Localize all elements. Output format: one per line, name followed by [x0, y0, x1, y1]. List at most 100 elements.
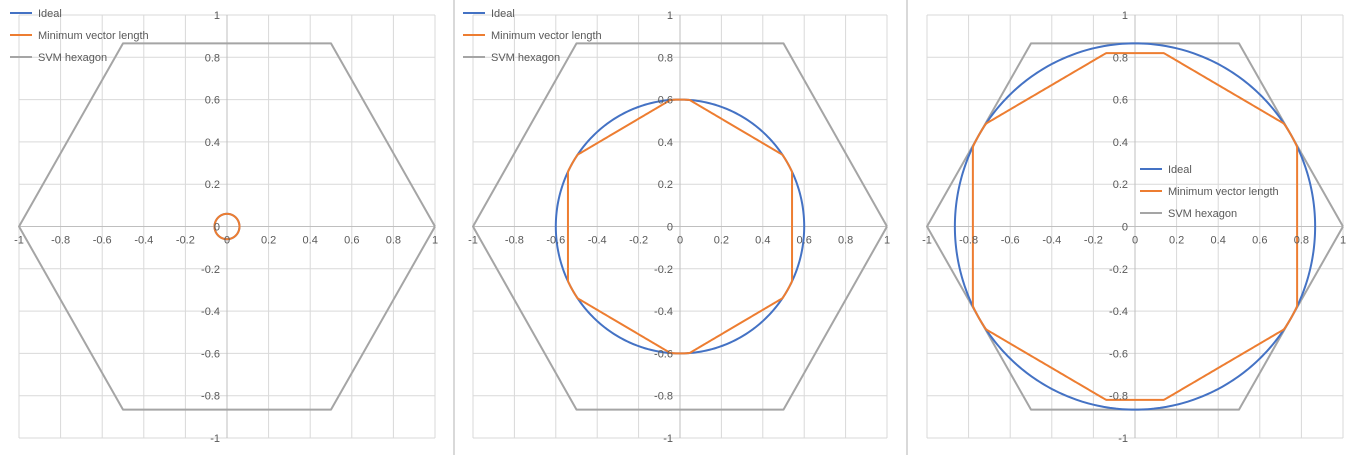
chart-panel-3: -1 -0.8 -0.6 -0.4 -0.2 0 0.2 0.4 0.6 0.8 1 1 0.8 0.6 0… [908, 0, 1359, 455]
y-tick-label: 0.4 [658, 137, 673, 149]
x-tick-label: 0 [224, 235, 230, 247]
x-tick-label: 0 [1132, 235, 1138, 247]
legend: Ideal Minimum vector length SVM hexagon [1140, 164, 1279, 220]
y-tick-label: -0.6 [654, 348, 673, 360]
x-tick-label: 1 [884, 235, 890, 247]
x-tick-label: 1 [432, 235, 438, 247]
x-tick-label: 0.6 [1252, 235, 1267, 247]
y-tick-label: -0.6 [201, 348, 220, 360]
minimum-vector-length-series-line [971, 52, 1299, 401]
minimum-vector-length-series-line [566, 98, 794, 355]
legend-label: Ideal [491, 8, 515, 20]
x-tick-label: -0.8 [505, 235, 524, 247]
x-tick-label: 0.6 [344, 235, 359, 247]
y-tick-label: 0 [1122, 222, 1128, 234]
y-tick-label: -0.2 [1109, 264, 1128, 276]
svm-hexagon-series-line [926, 42, 1344, 411]
legend-label: Minimum vector length [1168, 186, 1279, 198]
svm-hexagon-series-line [18, 42, 436, 411]
x-tick-label: 0.4 [303, 235, 318, 247]
legend: Ideal Minimum vector length SVM hexagon [463, 8, 602, 64]
y-tick-label: 1 [1122, 10, 1128, 22]
legend-ideal: Ideal [1140, 164, 1192, 176]
x-tick-label: -0.4 [1042, 235, 1061, 247]
y-tick-label: -1 [210, 433, 220, 445]
x-tick-label: 0 [677, 235, 683, 247]
x-tick-label: 0.6 [797, 235, 812, 247]
x-tick-label: -0.2 [176, 235, 195, 247]
y-tick-label: 0.8 [1113, 52, 1128, 64]
y-tick-label: 0 [667, 222, 673, 234]
legend-minimum-vector-length: Minimum vector length [10, 30, 149, 42]
x-tick-label: -0.8 [51, 235, 70, 247]
y-tick-label: 0.4 [205, 137, 220, 149]
x-tick-label: 0.4 [755, 235, 770, 247]
y-tick-label: 0.6 [205, 95, 220, 107]
tick-labels: -1 -0.8 -0.6 -0.4 -0.2 0 0.2 0.4 0.6 0.8 1 1 0.8 0.6 0… [14, 10, 438, 445]
legend-svm-hexagon: SVM hexagon [10, 52, 107, 64]
legend-ideal: Ideal [10, 8, 62, 20]
y-tick-label: -0.2 [654, 264, 673, 276]
x-tick-label: 0.8 [1294, 235, 1309, 247]
y-tick-label: -0.4 [654, 306, 673, 318]
legend-svm-hexagon: SVM hexagon [1140, 208, 1237, 220]
minimum-vector-length-series-line [213, 212, 241, 241]
y-tick-label: 0.2 [205, 179, 220, 191]
chart-2: -1 -0.8 -0.6 -0.4 -0.2 0 0.2 0.4 0.6 0.8 1 1 0.8 0.6 0… [463, 8, 890, 445]
y-tick-label: 0 [214, 222, 220, 234]
x-tick-label: -1 [922, 235, 932, 247]
y-tick-label: -0.8 [201, 391, 220, 403]
x-tick-label: -0.4 [134, 235, 153, 247]
y-tick-label: 0.8 [658, 52, 673, 64]
panel-divider [906, 0, 908, 455]
y-tick-label: -1 [663, 433, 673, 445]
x-tick-label: -0.6 [1001, 235, 1020, 247]
chart-1: -1 -0.8 -0.6 -0.4 -0.2 0 0.2 0.4 0.6 0.8 1 1 0.8 0.6 0… [10, 8, 438, 445]
x-tick-label: -1 [468, 235, 478, 247]
legend-minimum-vector-length: Minimum vector length [463, 30, 602, 42]
x-tick-label: 0.2 [714, 235, 729, 247]
y-tick-label: 0.8 [205, 52, 220, 64]
chart-3: -1 -0.8 -0.6 -0.4 -0.2 0 0.2 0.4 0.6 0.8 1 1 0.8 0.6 0… [922, 10, 1346, 445]
x-tick-label: -0.4 [588, 235, 607, 247]
y-tick-label: -0.6 [1109, 348, 1128, 360]
x-tick-label: 0.2 [261, 235, 276, 247]
legend-label: SVM hexagon [491, 52, 560, 64]
legend-label: Minimum vector length [491, 30, 602, 42]
y-tick-label: -0.2 [201, 264, 220, 276]
y-tick-label: 0.4 [1113, 137, 1128, 149]
ideal-series-line [554, 98, 806, 355]
y-tick-label: 0.6 [1113, 95, 1128, 107]
x-tick-label: -0.6 [93, 235, 112, 247]
tick-labels: -1 -0.8 -0.6 -0.4 -0.2 0 0.2 0.4 0.6 0.8 1 1 0.8 0.6 0… [468, 10, 890, 445]
y-tick-label: -0.4 [201, 306, 220, 318]
x-tick-label: -0.6 [546, 235, 565, 247]
legend-label: SVM hexagon [1168, 208, 1237, 220]
x-tick-label: 0.8 [386, 235, 401, 247]
y-tick-label: 0.6 [658, 95, 673, 107]
x-tick-label: 0.4 [1211, 235, 1226, 247]
legend-label: Ideal [38, 8, 62, 20]
panel-divider [453, 0, 455, 455]
legend-label: Minimum vector length [38, 30, 149, 42]
y-tick-label: -0.4 [1109, 306, 1128, 318]
x-tick-label: -0.8 [959, 235, 978, 247]
legend-svm-hexagon: SVM hexagon [463, 52, 560, 64]
svm-hexagon-series-line [472, 42, 888, 411]
legend-label: SVM hexagon [38, 52, 107, 64]
y-tick-label: -0.8 [654, 391, 673, 403]
x-tick-label: 0.2 [1169, 235, 1184, 247]
tick-labels: -1 -0.8 -0.6 -0.4 -0.2 0 0.2 0.4 0.6 0.8 1 1 0.8 0.6 0… [922, 10, 1346, 445]
legend-minimum-vector-length: Minimum vector length [1140, 186, 1279, 198]
x-tick-label: 0.8 [838, 235, 853, 247]
legend-ideal: Ideal [463, 8, 515, 20]
ideal-series-line [953, 42, 1317, 411]
x-tick-label: -0.2 [629, 235, 648, 247]
y-tick-label: 0.2 [1113, 179, 1128, 191]
x-tick-label: -1 [14, 235, 24, 247]
y-tick-label: -1 [1118, 433, 1128, 445]
x-tick-label: -0.2 [1084, 235, 1103, 247]
legend: Ideal Minimum vector length SVM hexagon [10, 8, 149, 64]
y-tick-label: 1 [214, 10, 220, 22]
y-tick-label: 1 [667, 10, 673, 22]
